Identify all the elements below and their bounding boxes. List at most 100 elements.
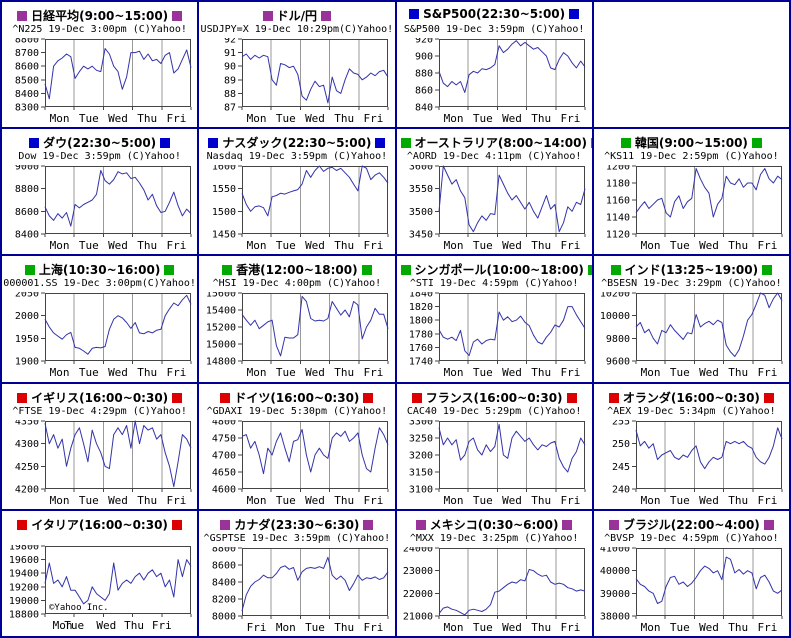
ticker-caption: S&P500 19-Dec 3:59pm (C)Yahoo! <box>403 24 585 35</box>
x-day-label: Fri <box>166 112 186 125</box>
title-square-icon <box>620 138 631 149</box>
ticker-caption: ^AORD 19-Dec 4:11pm (C)Yahoo! <box>406 151 582 163</box>
line-chart-uk: 4350 4300 4250 4200 Mon Tue Wed Thu Fri <box>15 416 192 507</box>
x-day-label: Wed <box>699 366 719 379</box>
chart-link-uk[interactable]: 4350 4300 4250 4200 Mon Tue Wed Thu Fri <box>5 416 195 509</box>
x-day-label: Fri <box>561 239 581 252</box>
x-day-label: Thu <box>334 112 354 125</box>
chart-link-mexico[interactable]: 24000 23000 22000 21000 Mon Tue Wed Thu Fri <box>399 543 589 636</box>
y-tick-label: 4600 <box>212 484 236 495</box>
x-day-label: Wed <box>108 494 128 507</box>
x-day-label: Fri <box>561 366 581 379</box>
x-day-label: Wed <box>502 366 522 379</box>
x-day-label: Thu <box>729 621 749 634</box>
y-tick-label: 15400 <box>206 306 236 317</box>
y-tick-label: 4350 <box>15 420 39 428</box>
chart-link-nikkei[interactable]: 8800 8700 8600 8500 8400 8300 Mon Tue Wed Thu Fri <box>5 35 195 127</box>
x-day-label: Wed <box>108 366 128 379</box>
panel-australia: オーストラリア(8:00~14:00) ^AORD 19-Dec 4:11pm (… <box>396 129 592 255</box>
y-tick-label: 24000 <box>403 547 433 555</box>
x-day-label: Fri <box>758 239 778 252</box>
y-tick-label: 1820 <box>409 302 433 313</box>
chart-link-usd-jpy[interactable]: 92 91 90 89 88 87 Mon Tue Wed Thu Fri <box>202 35 392 127</box>
line-chart-korea: 1200 1180 1160 1140 1120 Mon Tue Wed Thu Fri <box>606 162 783 252</box>
ticker-caption: USDJPY=X 19-Dec 10:29pm(C)Yahoo! <box>200 24 394 35</box>
yahoo-watermark: ©Yahoo Inc. <box>49 603 109 613</box>
y-tick-label: 4750 <box>212 433 236 444</box>
y-tick-label: 3200 <box>409 450 433 461</box>
ticker-caption: ^HSI 19-Dec 4:00pm (C)Yahoo! <box>212 278 382 290</box>
x-day-label: Tue <box>670 366 690 379</box>
chart-link-italy[interactable]: 19800 19600 19400 19200 19000 18800 ©Yahoo Inc… <box>5 541 195 636</box>
title-square-icon <box>590 138 592 149</box>
chart-link-singapore[interactable]: 1840 1820 1800 1780 1760 1740 Mon Tue Wed Thu Fri <box>399 289 589 381</box>
y-tick-label: 90 <box>224 62 236 73</box>
market-title-line: インド(13:25~19:00) <box>594 261 789 278</box>
y-tick-label: 1160 <box>606 196 630 207</box>
panel-hong-kong: 香港(12:00~18:00) ^HSI 19-Dec 4:00pm (C)Yah… <box>199 256 395 382</box>
chart-link-sp500[interactable]: 920 900 880 860 840 Mon Tue Wed Thu Fri <box>399 35 589 127</box>
y-tick-label: 4300 <box>15 439 39 450</box>
x-day-label: Fri <box>758 621 778 634</box>
market-title-line: イタリア(16:00~0:30) <box>2 516 197 533</box>
y-tick-label: 3550 <box>409 184 433 195</box>
x-day-label: Mon <box>641 239 661 252</box>
y-tick-label: 8300 <box>15 103 39 114</box>
y-tick-label: 38000 <box>600 611 630 622</box>
chart-link-shanghai[interactable]: 2050 2000 1950 1900 Mon Tue Wed Thu Fri <box>5 289 195 381</box>
chart-link-brazil[interactable]: 41000 40000 39000 38000 Mon Tue Wed Thu Fri <box>596 543 786 636</box>
y-tick-label: 8400 <box>212 577 236 588</box>
market-title: フランス(16:00~0:30) <box>425 390 563 405</box>
y-tick-label: 1200 <box>606 165 630 173</box>
chart-link-canada[interactable]: 8800 8600 8400 8200 8000 Fri Mon Tue Thu Fri <box>202 543 392 636</box>
y-tick-label: 4650 <box>212 467 236 478</box>
y-tick-label: 240 <box>612 484 630 495</box>
ticker-caption: Dow 19-Dec 3:59pm (C)Yahoo! <box>18 151 181 163</box>
title-square-icon <box>321 11 332 21</box>
ticker-caption: ^BSESN 19-Dec 3:29pm (C)Yahoo! <box>601 278 782 290</box>
chart-link-australia[interactable]: 3600 3550 3500 3450 Mon Tue Wed Thu Fri <box>399 162 589 254</box>
chart-link-germany[interactable]: 4800 4750 4700 4650 4600 Mon Tue Wed Thu Fri <box>202 416 392 509</box>
title-square-icon <box>375 138 386 149</box>
market-title: インド(13:25~19:00) <box>624 263 759 278</box>
chart-link-korea[interactable]: 1200 1180 1160 1140 1120 Mon Tue Wed Thu Fri <box>596 162 786 254</box>
x-day-label: Fri <box>166 366 186 379</box>
line-chart-canada: 8800 8600 8400 8200 8000 Fri Mon Tue Thu Fri <box>212 543 389 634</box>
chart-link-nasdaq[interactable]: 1600 1550 1500 1450 Mon Tue Wed Thu Fri <box>202 162 392 254</box>
chart-link-france[interactable]: 3300 3250 3200 3150 3100 Mon Tue Wed Thu Fri <box>399 416 589 509</box>
market-title: ナスダック(22:30~5:00) <box>222 136 372 151</box>
y-tick-label: 21000 <box>403 611 433 622</box>
chart-link-netherlands[interactable]: 255 250 245 240 Mon Tue Wed Thu Fri <box>596 416 786 509</box>
y-tick-label: 8200 <box>212 594 236 605</box>
y-tick-label: 1180 <box>606 179 630 190</box>
x-day-label: Tue <box>78 112 98 125</box>
y-tick-label: 1500 <box>212 207 236 218</box>
y-tick-label: 3450 <box>409 230 433 241</box>
y-tick-label: 22000 <box>403 589 433 600</box>
title-square-icon <box>171 519 182 530</box>
y-tick-label: 245 <box>612 461 630 472</box>
ticker-caption: ^N225 19-Dec 3:00pm (C)Yahoo! <box>12 24 187 35</box>
x-day-label: Tue <box>305 621 325 634</box>
market-title-line: ドイツ(16:00~0:30) <box>199 389 394 406</box>
ticker-caption: CAC40 19-Dec 5:29pm (C)Yahoo! <box>406 405 582 417</box>
x-day-label: Thu <box>124 619 144 632</box>
ticker-caption: ^STI 19-Dec 4:59pm (C)Yahoo! <box>409 278 579 290</box>
line-chart-india: 10200 10000 9800 9600 Mon Tue Wed Thu Fri <box>600 289 783 379</box>
title-square-icon <box>363 519 374 530</box>
chart-link-hong-kong[interactable]: 15600 15400 15200 15000 14800 Mon Tue Wed Thu Fri <box>202 289 392 381</box>
ticker-caption: 000001.SS 19-Dec 3:00pm(C)Yahoo! <box>3 278 196 290</box>
x-day-label: Thu <box>729 494 749 507</box>
ticker-caption: ^GSPTSE 19-Dec 3:59pm (C)Yahoo! <box>203 532 391 544</box>
title-square-icon <box>164 265 175 276</box>
y-tick-label: 19400 <box>9 568 39 579</box>
y-tick-label: 8000 <box>212 611 236 622</box>
title-square-icon <box>400 138 411 149</box>
panel-singapore: シンガポール(10:00~18:00) ^STI 19-Dec 4:59pm (C… <box>396 256 592 382</box>
line-chart-italy: 19800 19600 19400 19200 19000 18800 ©Yahoo Inc… <box>9 541 192 632</box>
y-tick-label: 92 <box>224 38 236 46</box>
chart-link-dow[interactable]: 9000 8800 8600 8400 Mon Tue Wed Thu Fri <box>5 162 195 254</box>
line-chart-hong-kong: 15600 15400 15200 15000 14800 Mon Tue Wed Thu Fri <box>206 289 389 379</box>
chart-link-india[interactable]: 10200 10000 9800 9600 Mon Tue Wed Thu Fri <box>596 289 786 381</box>
y-tick-label: 250 <box>612 439 630 450</box>
